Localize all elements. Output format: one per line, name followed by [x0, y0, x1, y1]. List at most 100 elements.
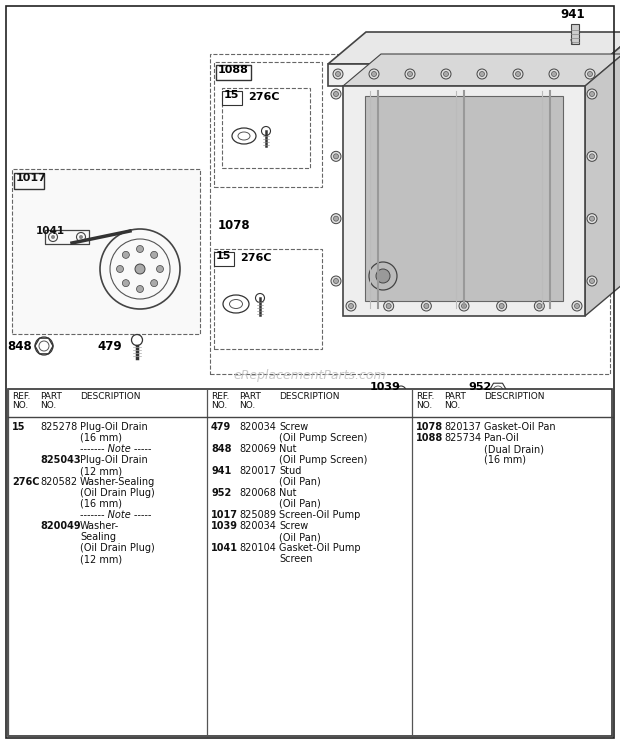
- Circle shape: [331, 276, 341, 286]
- Bar: [8, 389, 612, 736]
- Circle shape: [334, 154, 339, 158]
- Text: 276C: 276C: [240, 253, 272, 263]
- Text: 15: 15: [216, 251, 231, 261]
- Text: NO.: NO.: [416, 401, 432, 410]
- Text: 1017: 1017: [16, 173, 47, 183]
- Text: 941: 941: [211, 466, 231, 476]
- Polygon shape: [328, 32, 620, 64]
- Circle shape: [497, 301, 507, 311]
- Circle shape: [122, 280, 130, 286]
- Text: 479: 479: [211, 422, 231, 432]
- Text: Screw: Screw: [279, 422, 308, 432]
- Text: 820582: 820582: [40, 477, 77, 487]
- Text: PART: PART: [444, 392, 466, 401]
- Text: PART: PART: [40, 392, 62, 401]
- Circle shape: [334, 217, 339, 221]
- Text: 1088: 1088: [416, 433, 443, 443]
- Circle shape: [575, 304, 580, 309]
- Polygon shape: [343, 86, 585, 316]
- Text: 820104: 820104: [239, 543, 276, 553]
- Text: 276C: 276C: [12, 477, 40, 487]
- Text: 820034: 820034: [239, 521, 276, 531]
- Circle shape: [335, 71, 340, 77]
- Circle shape: [590, 217, 595, 221]
- Text: (12 mm): (12 mm): [80, 554, 122, 564]
- Polygon shape: [328, 64, 600, 86]
- Text: 1088: 1088: [218, 65, 249, 75]
- Text: REF.: REF.: [211, 392, 229, 401]
- Circle shape: [443, 71, 448, 77]
- Text: Nut: Nut: [279, 444, 296, 454]
- Bar: [214, 62, 322, 187]
- Circle shape: [572, 301, 582, 311]
- Text: Screen-Oil Pump: Screen-Oil Pump: [279, 510, 360, 520]
- Circle shape: [331, 151, 341, 161]
- Text: Pan-Oil: Pan-Oil: [484, 433, 519, 443]
- Circle shape: [441, 69, 451, 79]
- Circle shape: [376, 269, 390, 283]
- Bar: [222, 88, 310, 168]
- Text: 825734: 825734: [444, 433, 481, 443]
- Text: 820034: 820034: [239, 422, 276, 432]
- Text: Stud: Stud: [279, 466, 301, 476]
- Text: (Oil Pump Screen): (Oil Pump Screen): [279, 455, 368, 465]
- Circle shape: [499, 304, 504, 309]
- Circle shape: [461, 304, 466, 309]
- Polygon shape: [600, 32, 620, 86]
- Text: 848: 848: [7, 339, 32, 353]
- Circle shape: [587, 276, 597, 286]
- Circle shape: [459, 301, 469, 311]
- Text: (Dual Drain): (Dual Drain): [484, 444, 544, 454]
- Text: 848: 848: [211, 444, 231, 454]
- Circle shape: [407, 71, 412, 77]
- Circle shape: [333, 69, 343, 79]
- Text: (Oil Pan): (Oil Pan): [279, 532, 321, 542]
- Circle shape: [331, 89, 341, 99]
- Text: (Oil Drain Plug): (Oil Drain Plug): [80, 543, 155, 553]
- Text: 952: 952: [468, 382, 492, 392]
- Text: 1078: 1078: [416, 422, 443, 432]
- Text: ------- Note -----: ------- Note -----: [80, 510, 151, 520]
- Circle shape: [477, 69, 487, 79]
- Text: (Oil Pan): (Oil Pan): [279, 477, 321, 487]
- Text: (Oil Pump Screen): (Oil Pump Screen): [279, 433, 368, 443]
- Circle shape: [513, 69, 523, 79]
- Circle shape: [515, 71, 521, 77]
- Circle shape: [588, 71, 593, 77]
- Bar: [216, 65, 251, 80]
- Circle shape: [348, 304, 353, 309]
- Circle shape: [587, 151, 597, 161]
- Text: Nut: Nut: [279, 488, 296, 498]
- Text: 1041: 1041: [211, 543, 238, 553]
- Text: NO.: NO.: [40, 401, 56, 410]
- Circle shape: [156, 266, 164, 272]
- Circle shape: [136, 286, 143, 292]
- Circle shape: [590, 278, 595, 283]
- Circle shape: [79, 235, 83, 239]
- Text: Gasket-Oil Pump: Gasket-Oil Pump: [279, 543, 361, 553]
- Circle shape: [136, 246, 143, 252]
- Text: ------- Note -----: ------- Note -----: [80, 444, 151, 454]
- Text: 820017: 820017: [239, 466, 276, 476]
- Text: 15: 15: [12, 422, 25, 432]
- Text: Gasket-Oil Pan: Gasket-Oil Pan: [484, 422, 556, 432]
- Circle shape: [590, 92, 595, 97]
- Circle shape: [587, 89, 597, 99]
- Text: 825043: 825043: [40, 455, 81, 465]
- Circle shape: [424, 304, 429, 309]
- Circle shape: [384, 301, 394, 311]
- Text: DESCRIPTION: DESCRIPTION: [484, 392, 544, 401]
- Text: 820069: 820069: [239, 444, 276, 454]
- Circle shape: [122, 251, 130, 258]
- Text: NO.: NO.: [12, 401, 29, 410]
- Text: 1017: 1017: [211, 510, 238, 520]
- Text: NO.: NO.: [239, 401, 255, 410]
- Text: 15: 15: [224, 90, 239, 100]
- Bar: [365, 96, 563, 301]
- Text: DESCRIPTION: DESCRIPTION: [279, 392, 340, 401]
- Circle shape: [371, 71, 376, 77]
- Text: NO.: NO.: [444, 401, 460, 410]
- Text: (16 mm): (16 mm): [80, 499, 122, 509]
- Text: eReplacementParts.com: eReplacementParts.com: [234, 370, 386, 382]
- Text: (Oil Pan): (Oil Pan): [279, 499, 321, 509]
